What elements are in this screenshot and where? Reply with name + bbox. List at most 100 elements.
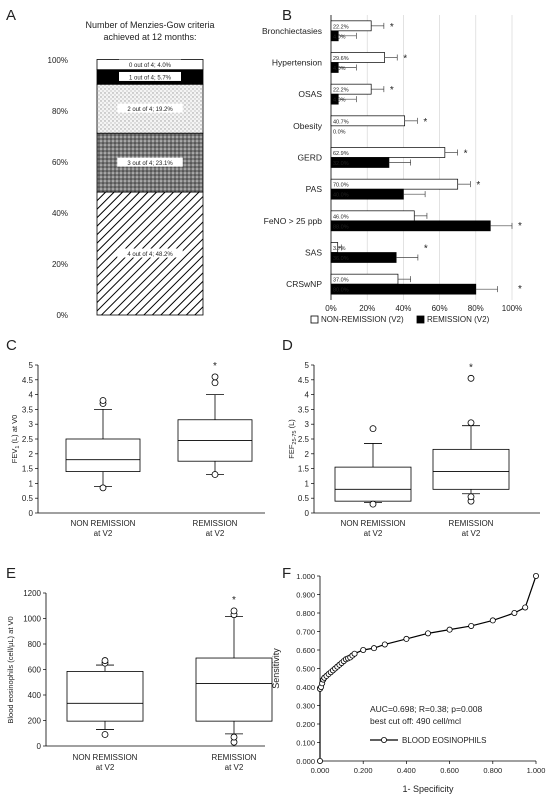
box-ylabel: Blood eosinophils (cell/μL) at V0 <box>6 616 15 723</box>
panel-a-stacked-bar: Number of Menzies-Gow criteria achieved … <box>48 20 215 320</box>
panel-b-bar <box>330 178 459 190</box>
box-ytick-label: 0.5 <box>298 494 310 503</box>
roc-ytick-label: 0.000 <box>296 757 315 766</box>
box-group-sublabel: at V2 <box>94 529 113 538</box>
panel-d-boxplot: 0 0.5 1 1.5 2 2.5 3 3.5 4 4.5 5 FEF25-75 (L) NON REM… <box>287 361 540 538</box>
box-outlier <box>99 397 107 404</box>
roc-ytick-label: 0.400 <box>296 683 315 692</box>
roc-annotation: AUC=0.698; R=0.38; p=0.008 <box>370 704 483 714</box>
roc-xtick-label: 0.000 <box>311 766 330 775</box>
box-ylabel: FEV1 (L) at V0 <box>10 415 21 464</box>
roc-ylabel: Sensitivity <box>271 648 281 689</box>
box-outlier <box>99 484 107 492</box>
roc-ytick-label: 0.700 <box>296 628 315 637</box>
box-ytick-label: 600 <box>28 666 42 675</box>
panel-b-value-label: 62.9% <box>333 151 349 157</box>
box-outlier <box>211 379 219 387</box>
box-ytick-label: 4.5 <box>298 376 310 385</box>
box-group-sublabel: at V2 <box>206 529 225 538</box>
roc-point <box>468 622 475 629</box>
box-ytick-label: 0 <box>29 509 34 518</box>
panel-b-xtick: 0% <box>325 304 337 313</box>
panel-a-label-bg <box>117 157 183 167</box>
panel-b-value-label: 88.0% <box>333 224 349 230</box>
panel-a-label-bg <box>117 248 183 258</box>
roc-curve <box>319 575 537 761</box>
panel-b-significance-marker: * <box>403 54 407 65</box>
roc-point <box>489 617 496 624</box>
panel-b-bar <box>330 157 390 168</box>
box-outlier <box>369 425 377 433</box>
box-ytick-label: 0 <box>305 509 310 518</box>
box-ytick-label: 4.5 <box>22 376 34 385</box>
roc-ytick-label: 0.900 <box>296 591 315 600</box>
panel-a-segment-label: 3 out of 4; 23.1% <box>127 161 173 167</box>
box-outlier <box>211 471 219 478</box>
roc-annotation: best cut off: 490 cell/mcl <box>370 716 461 726</box>
panel-e-boxplot: 0 200 400 600 800 1000 1200 Blood eosinophils (… <box>6 589 273 772</box>
panel-b-category-label: FeNO > 25 ppb <box>264 216 323 226</box>
box-ytick-label: 200 <box>28 717 42 726</box>
box-iqr <box>432 448 510 490</box>
box-group-label: NON REMISSION <box>71 519 136 528</box>
panel-a-segment-label: 2 out of 4; 19.2% <box>127 107 173 113</box>
panel-b-xtick: 40% <box>395 304 411 313</box>
panel-b-significance-marker: * <box>424 244 428 255</box>
box-group-label: REMISSION <box>212 753 257 762</box>
box-group-label: NON REMISSION <box>341 519 406 528</box>
panel-b-xtick: 80% <box>468 304 484 313</box>
roc-xtick-label: 0.600 <box>440 766 459 775</box>
box-iqr <box>195 657 273 722</box>
roc-point <box>424 630 431 637</box>
panel-b-value-label: 3.7% <box>333 246 346 252</box>
roc-xtick-label: 0.800 <box>483 766 502 775</box>
box-group-sublabel: at V2 <box>96 763 115 772</box>
panel-f-roc-curve: 0.000 0.100 0.200 0.300 0.400 0.500 0.600 0.700… <box>271 572 545 794</box>
roc-ytick-label: 0.500 <box>296 665 315 674</box>
panel-a-title-line2: achieved at 12 months: <box>103 32 196 42</box>
box-ytick-label: 2.5 <box>298 435 310 444</box>
panel-b-xtick: 20% <box>359 304 375 313</box>
box-outlier <box>467 493 475 501</box>
roc-xtick-label: 1.000 <box>527 766 546 775</box>
panel-b-value-label: 80.0% <box>333 288 349 294</box>
box-ytick-label: 3.5 <box>298 405 310 414</box>
panel-a-ytick: 20% <box>52 260 68 269</box>
panel-b-value-label: 29.6% <box>333 56 349 62</box>
box-ytick-label: 2 <box>29 450 34 459</box>
box-outlier <box>467 419 475 427</box>
box-ytick-label: 3.5 <box>22 405 34 414</box>
box-ytick-label: 4 <box>305 391 310 400</box>
panel-b-value-label: 46.0% <box>333 214 349 220</box>
panel-b-value-label: 4.0% <box>333 34 346 40</box>
roc-point <box>403 635 410 642</box>
box-group-sublabel: at V2 <box>364 529 383 538</box>
box-iqr <box>66 671 144 722</box>
panel-a-label-bg <box>119 71 181 81</box>
roc-ytick-label: 0.600 <box>296 646 315 655</box>
roc-point <box>533 573 540 580</box>
panel-b-value-label: 32.0% <box>333 161 349 167</box>
panel-letter-e: E <box>6 565 16 582</box>
box-ytick-label: 0.5 <box>22 494 34 503</box>
roc-point <box>360 647 367 654</box>
box-ytick-label: 400 <box>28 691 42 700</box>
panel-a-ytick: 60% <box>52 158 68 167</box>
panel-b-significance-marker: * <box>518 284 522 295</box>
panel-a-title: Number of Menzies-Gow criteria <box>85 20 214 30</box>
panel-letter-d: D <box>282 337 293 354</box>
roc-point <box>381 641 388 648</box>
panel-b-value-label: 40.0% <box>333 193 349 199</box>
panel-b-legend-label: NON-REMISSION (V2) <box>321 315 404 324</box>
panel-b-bar <box>330 220 491 232</box>
roc-xtick-label: 0.400 <box>397 766 416 775</box>
panel-b-significance-marker: * <box>464 149 468 160</box>
box-ytick-label: 1 <box>29 479 34 488</box>
box-ytick-label: 1000 <box>23 615 41 624</box>
panel-c-boxplot: 0 0.5 1 1.5 2 2.5 3 3.5 4 4.5 5 FEV1 (L) at V0 NON R… <box>10 361 265 538</box>
box-group-label: NON REMISSION <box>73 753 138 762</box>
box-significance-marker: * <box>469 362 473 373</box>
panel-b-significance-marker: * <box>476 180 480 191</box>
panel-letter-c: C <box>6 337 17 354</box>
